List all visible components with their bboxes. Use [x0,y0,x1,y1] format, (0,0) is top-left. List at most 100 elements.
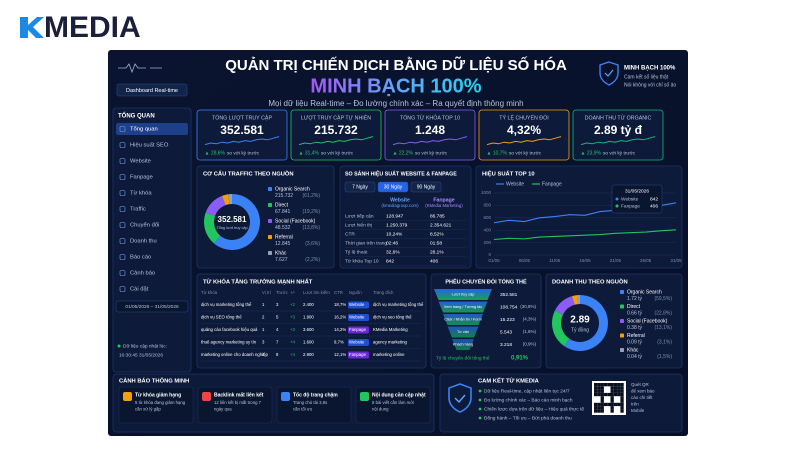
legend-swatch [620,333,624,338]
x-tick-label: 26/05 [640,258,652,263]
tab-label[interactable]: 90 Ngày [417,184,436,190]
nav-item[interactable]: Hiệu suất SEO [130,143,169,149]
logo-text: MEDIA [44,11,141,44]
legend-percent: (22,8%) [654,310,672,316]
nav-item[interactable]: Fanpage [130,175,153,181]
status-dot [117,344,121,348]
cell-value: thuê agency marketing uy tín [201,340,257,345]
nav-item[interactable]: Doanh thu [130,239,157,245]
legend-swatch [268,187,272,191]
qr-cell [617,386,621,390]
cell-value: 16,2% [334,315,346,320]
row-label: Thời gian trên trang [345,240,387,246]
nav-icon [119,286,126,292]
date-box[interactable] [115,300,189,313]
nav-icon [119,158,126,164]
tab-label[interactable]: 7 Ngày [352,184,368,190]
legend-label: Direct [275,202,289,208]
commitment-item: Đồng hành – Tối ưu – Bứt phá doanh thu [484,415,572,421]
nav-icon [119,254,126,260]
nav-item[interactable]: Cài đặt [130,287,149,293]
qr-cell [610,386,614,390]
qr-cell [610,402,614,407]
qr-cell [610,389,614,393]
cell-value: 1.900 [303,315,314,320]
donut-slice [213,194,260,250]
legend-label: Khác [275,250,287,256]
nav-item[interactable]: Từ khóa [130,191,152,197]
kpi-label: TỔNG LƯỢT TRUY CẬP [212,114,272,121]
qr-cell [600,399,604,403]
qr-cell [610,392,614,397]
nav-item[interactable]: Chuyển đổi [130,222,159,229]
legend-amount: 0.04 tỷ [627,353,643,360]
legend-label: Social (Facebook) [627,318,668,324]
qr-cell [613,386,618,390]
cell-value: KMedia Marketing [373,327,408,332]
cell-value: 28,1% [430,249,444,255]
column-header: CTR [334,290,343,295]
column-header: (KMedia Marketing) [425,203,463,208]
alert-text: nội dung [372,407,389,412]
tab[interactable] [377,181,409,193]
nav-item[interactable]: Tổng quan [130,126,158,133]
alert-icon [360,392,369,401]
qr-cell [613,389,618,393]
legend-amount: 215.732 [275,193,293,199]
alert-title: Backlink mất liên kết [214,391,264,398]
x-tick-label: 11/05 [549,258,560,263]
tab-label[interactable]: 30 Ngày [384,184,403,190]
qr-cell [607,392,611,397]
commitment-item: Đo lường chính xác – Báo cáo minh bạch [484,397,573,403]
cell-value: +3 [290,315,296,320]
qr-cell [620,392,624,397]
donut-slice [203,212,221,244]
legend-percent: (3,1%) [657,339,672,345]
alert-card [355,386,431,424]
title: QUẢN TRỊ CHIẾN DỊCH BẰNG DỮ LIỆU SỐ HÓA [225,56,567,74]
panel [384,109,476,161]
cell-value: 2.900 [303,352,314,357]
nav-item[interactable]: Traffic [130,207,146,213]
legend-percent: (59,5%) [654,296,672,302]
qr-cell [607,383,611,387]
panel-title: CƠ CẤU TRAFFIC THEO NGUỒN [203,171,294,178]
cell-value: 3 [276,302,279,307]
alert-card [276,386,352,424]
row-label: CTR [345,231,355,237]
cell-value: quảng cáo facebook hiệu quả [201,327,258,332]
funnel-percent: (4,3%) [523,317,537,322]
cell-value: 842 [386,258,394,264]
column-header: Lượt tìm kiếm [303,290,330,295]
date-range[interactable]: 01/05/2026 – 31/05/2026 [125,304,179,310]
tab[interactable] [410,181,442,193]
funnel-percent: (30,8%) [520,304,536,309]
legend-amount: 0.66 tỷ [627,309,643,316]
cell-value: 8 [276,352,279,357]
qr-cell [620,389,624,393]
qr-cell [600,392,604,397]
cell-value: 18,7% [334,302,346,307]
kpi-value: 1.248 [415,123,445,137]
funnel-stage [434,289,492,300]
nav-item[interactable]: Báo cáo [130,255,151,261]
cell-value: 01:58 [430,240,442,246]
subtitle: Mọi dữ liệu Real-time – Đo lường chính x… [268,99,523,108]
button-label[interactable]: Dashboard Real-time [126,88,178,94]
shield-icon [599,61,619,86]
nav-item[interactable]: Cảnh báo [130,271,155,277]
badge-title: MINH BẠCH 100% [624,66,676,72]
nav-item[interactable]: Website [130,159,151,165]
qr-cell [613,392,618,397]
column-header: Trang đích [373,290,394,295]
column-header: +/- [290,290,296,295]
funnel-value: 108.754 [500,304,518,310]
cell-value: 8,52% [430,231,444,237]
button[interactable] [116,83,188,97]
tab[interactable] [344,181,376,193]
legend-label: Referral [627,333,645,339]
qr-cell [620,409,624,413]
cell-value: 1 [262,302,265,307]
legend-label: Khác [627,347,639,353]
legend-label: Organic Search [275,186,310,192]
